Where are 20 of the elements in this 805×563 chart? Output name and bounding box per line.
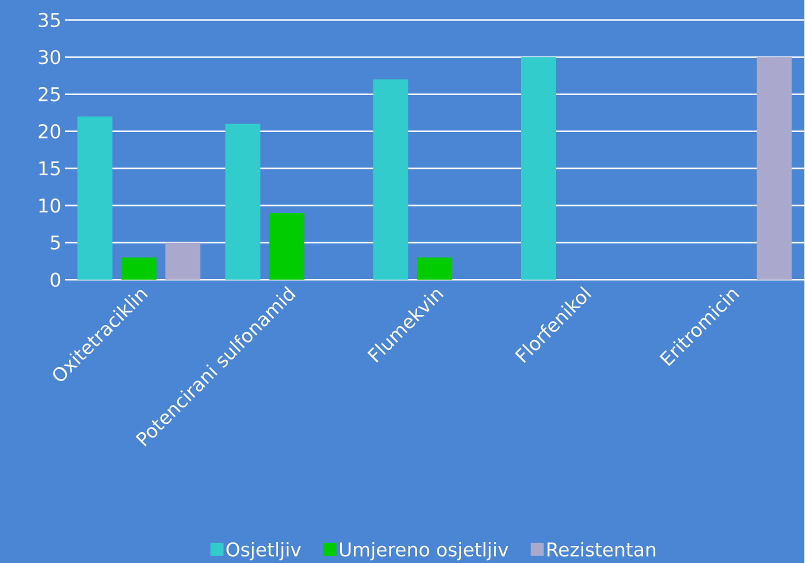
bar	[521, 56, 556, 280]
legend-label: Rezistentan	[548, 542, 656, 556]
y-tick-label: 25	[38, 86, 60, 102]
bar	[165, 242, 200, 280]
y-tick-label: 15	[39, 161, 60, 176]
bar	[756, 56, 792, 280]
bar	[417, 257, 452, 280]
y-tick-label: 20	[38, 124, 60, 138]
y-tick-label: 5	[50, 235, 60, 250]
y-tick-label: 30	[38, 50, 60, 64]
legend-label: Osjetljiv	[226, 542, 301, 560]
bar	[225, 124, 260, 280]
bar	[373, 79, 408, 280]
y-tick-label: 0	[50, 272, 60, 287]
bar	[269, 212, 304, 280]
y-tick-label: 10	[39, 198, 60, 212]
bar	[77, 116, 112, 280]
legend-label: Umjereno osjetljiv	[340, 542, 508, 560]
bar	[121, 257, 156, 280]
y-tick-label: 35	[38, 12, 60, 27]
